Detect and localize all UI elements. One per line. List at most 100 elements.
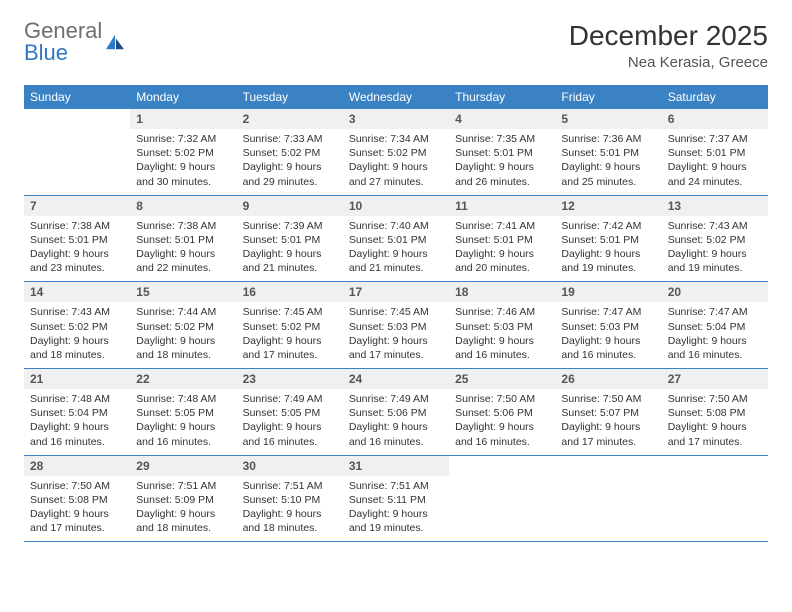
daylight-line: and 16 minutes. bbox=[136, 435, 230, 449]
day-number: 3 bbox=[343, 109, 449, 129]
calendar-cell: 2Sunrise: 7:33 AMSunset: 5:02 PMDaylight… bbox=[237, 109, 343, 195]
daylight-line: Daylight: 9 hours bbox=[30, 507, 124, 521]
day-number: 30 bbox=[237, 456, 343, 476]
sunrise-line: Sunrise: 7:35 AM bbox=[455, 132, 549, 146]
sunset-line: Sunset: 5:11 PM bbox=[349, 493, 443, 507]
day-body: Sunrise: 7:51 AMSunset: 5:10 PMDaylight:… bbox=[237, 476, 343, 542]
calendar-cell: 16Sunrise: 7:45 AMSunset: 5:02 PMDayligh… bbox=[237, 282, 343, 369]
daylight-line: and 17 minutes. bbox=[668, 435, 762, 449]
day-number: 27 bbox=[662, 369, 768, 389]
day-number: 24 bbox=[343, 369, 449, 389]
daylight-line: and 19 minutes. bbox=[349, 521, 443, 535]
day-number: 23 bbox=[237, 369, 343, 389]
daylight-line: and 16 minutes. bbox=[243, 435, 337, 449]
calendar-cell bbox=[24, 109, 130, 195]
day-number: 17 bbox=[343, 282, 449, 302]
weekday-header: Monday bbox=[130, 85, 236, 109]
sunrise-line: Sunrise: 7:49 AM bbox=[243, 392, 337, 406]
calendar-cell: 4Sunrise: 7:35 AMSunset: 5:01 PMDaylight… bbox=[449, 109, 555, 195]
daylight-line: and 30 minutes. bbox=[136, 175, 230, 189]
daylight-line: and 21 minutes. bbox=[349, 261, 443, 275]
day-number: 1 bbox=[130, 109, 236, 129]
day-body: Sunrise: 7:48 AMSunset: 5:04 PMDaylight:… bbox=[24, 389, 130, 455]
sail-icon bbox=[104, 33, 126, 51]
calendar-cell: 26Sunrise: 7:50 AMSunset: 5:07 PMDayligh… bbox=[555, 369, 661, 456]
sunset-line: Sunset: 5:02 PM bbox=[243, 146, 337, 160]
day-number: 4 bbox=[449, 109, 555, 129]
day-number: 19 bbox=[555, 282, 661, 302]
daylight-line: Daylight: 9 hours bbox=[30, 247, 124, 261]
day-number: 31 bbox=[343, 456, 449, 476]
sunset-line: Sunset: 5:08 PM bbox=[668, 406, 762, 420]
calendar-body: 1Sunrise: 7:32 AMSunset: 5:02 PMDaylight… bbox=[24, 109, 768, 542]
day-number: 20 bbox=[662, 282, 768, 302]
day-number: 29 bbox=[130, 456, 236, 476]
sunrise-line: Sunrise: 7:45 AM bbox=[243, 305, 337, 319]
brand-part2: Blue bbox=[24, 40, 68, 65]
page-header: General Blue December 2025 Nea Kerasia, … bbox=[24, 20, 768, 71]
sunset-line: Sunset: 5:04 PM bbox=[668, 320, 762, 334]
calendar-cell: 31Sunrise: 7:51 AMSunset: 5:11 PMDayligh… bbox=[343, 455, 449, 542]
calendar-cell: 20Sunrise: 7:47 AMSunset: 5:04 PMDayligh… bbox=[662, 282, 768, 369]
sunset-line: Sunset: 5:06 PM bbox=[349, 406, 443, 420]
day-number: 28 bbox=[24, 456, 130, 476]
daylight-line: and 20 minutes. bbox=[455, 261, 549, 275]
sunrise-line: Sunrise: 7:36 AM bbox=[561, 132, 655, 146]
sunset-line: Sunset: 5:01 PM bbox=[561, 233, 655, 247]
calendar-cell bbox=[555, 455, 661, 542]
day-body: Sunrise: 7:42 AMSunset: 5:01 PMDaylight:… bbox=[555, 216, 661, 282]
sunset-line: Sunset: 5:02 PM bbox=[136, 320, 230, 334]
sunrise-line: Sunrise: 7:42 AM bbox=[561, 219, 655, 233]
day-body: Sunrise: 7:49 AMSunset: 5:06 PMDaylight:… bbox=[343, 389, 449, 455]
sunrise-line: Sunrise: 7:43 AM bbox=[668, 219, 762, 233]
sunrise-line: Sunrise: 7:41 AM bbox=[455, 219, 549, 233]
sunset-line: Sunset: 5:02 PM bbox=[136, 146, 230, 160]
calendar-cell: 21Sunrise: 7:48 AMSunset: 5:04 PMDayligh… bbox=[24, 369, 130, 456]
sunrise-line: Sunrise: 7:45 AM bbox=[349, 305, 443, 319]
daylight-line: and 27 minutes. bbox=[349, 175, 443, 189]
daylight-line: Daylight: 9 hours bbox=[349, 160, 443, 174]
calendar-cell: 3Sunrise: 7:34 AMSunset: 5:02 PMDaylight… bbox=[343, 109, 449, 195]
day-body: Sunrise: 7:40 AMSunset: 5:01 PMDaylight:… bbox=[343, 216, 449, 282]
daylight-line: Daylight: 9 hours bbox=[455, 334, 549, 348]
day-body: Sunrise: 7:41 AMSunset: 5:01 PMDaylight:… bbox=[449, 216, 555, 282]
weekday-header: Tuesday bbox=[237, 85, 343, 109]
sunrise-line: Sunrise: 7:33 AM bbox=[243, 132, 337, 146]
day-number: 13 bbox=[662, 196, 768, 216]
daylight-line: and 29 minutes. bbox=[243, 175, 337, 189]
sunrise-line: Sunrise: 7:38 AM bbox=[30, 219, 124, 233]
sunrise-line: Sunrise: 7:46 AM bbox=[455, 305, 549, 319]
daylight-line: Daylight: 9 hours bbox=[455, 420, 549, 434]
daylight-line: Daylight: 9 hours bbox=[668, 160, 762, 174]
daylight-line: Daylight: 9 hours bbox=[243, 420, 337, 434]
daylight-line: and 17 minutes. bbox=[30, 521, 124, 535]
sunset-line: Sunset: 5:05 PM bbox=[136, 406, 230, 420]
daylight-line: and 18 minutes. bbox=[136, 521, 230, 535]
day-body: Sunrise: 7:51 AMSunset: 5:09 PMDaylight:… bbox=[130, 476, 236, 542]
daylight-line: Daylight: 9 hours bbox=[668, 420, 762, 434]
daylight-line: Daylight: 9 hours bbox=[561, 334, 655, 348]
daylight-line: and 22 minutes. bbox=[136, 261, 230, 275]
calendar-table: Sunday Monday Tuesday Wednesday Thursday… bbox=[24, 85, 768, 542]
day-body: Sunrise: 7:49 AMSunset: 5:05 PMDaylight:… bbox=[237, 389, 343, 455]
day-body: Sunrise: 7:45 AMSunset: 5:02 PMDaylight:… bbox=[237, 302, 343, 368]
calendar-cell: 28Sunrise: 7:50 AMSunset: 5:08 PMDayligh… bbox=[24, 455, 130, 542]
daylight-line: Daylight: 9 hours bbox=[136, 334, 230, 348]
day-body: Sunrise: 7:44 AMSunset: 5:02 PMDaylight:… bbox=[130, 302, 236, 368]
day-number: 7 bbox=[24, 196, 130, 216]
sunset-line: Sunset: 5:03 PM bbox=[455, 320, 549, 334]
day-body: Sunrise: 7:32 AMSunset: 5:02 PMDaylight:… bbox=[130, 129, 236, 195]
calendar-row: 7 Sunrise: 7:38 AM Sunset: 5:01 PM Daylight… bbox=[24, 195, 768, 282]
day-number: 21 bbox=[24, 369, 130, 389]
sunrise-line: Sunrise: 7:50 AM bbox=[30, 479, 124, 493]
daylight-line: Daylight: 9 hours bbox=[243, 507, 337, 521]
sunset-line: Sunset: 5:01 PM bbox=[668, 146, 762, 160]
day-body: Sunrise: 7:48 AMSunset: 5:05 PMDaylight:… bbox=[130, 389, 236, 455]
day-body: Sunrise: 7:50 AMSunset: 5:07 PMDaylight:… bbox=[555, 389, 661, 455]
sunrise-line: Sunrise: 7:50 AM bbox=[561, 392, 655, 406]
daylight-line: Daylight: 9 hours bbox=[243, 334, 337, 348]
sunrise-line: Sunrise: 7:47 AM bbox=[561, 305, 655, 319]
calendar-cell: 30Sunrise: 7:51 AMSunset: 5:10 PMDayligh… bbox=[237, 455, 343, 542]
daylight-line: Daylight: 9 hours bbox=[668, 334, 762, 348]
calendar-cell: 17Sunrise: 7:45 AMSunset: 5:03 PMDayligh… bbox=[343, 282, 449, 369]
